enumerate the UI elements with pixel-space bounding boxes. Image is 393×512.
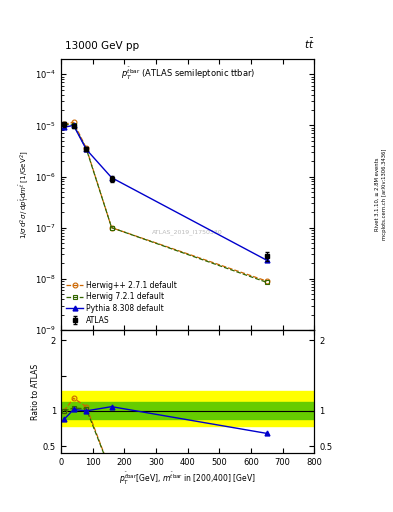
Text: $p_T^{\bar{t}\mathrm{bar}}$ (ATLAS semileptonic ttbar): $p_T^{\bar{t}\mathrm{bar}}$ (ATLAS semil…	[121, 66, 255, 82]
Pythia 8.308 default	[84, 146, 89, 153]
Bar	[61, 402, 314, 419]
Text: $t\bar{t}$: $t\bar{t}$	[304, 37, 314, 51]
Line: Pythia 8.308 default: Pythia 8.308 default	[62, 123, 269, 263]
Herwig 7.2.1 default	[71, 122, 76, 128]
Pythia 8.308 default	[109, 175, 114, 181]
Y-axis label: $1/\sigma\,\mathrm{d}^2\sigma\,/\,\mathrm{d}p_T^{\bar{t}}\mathrm{d}m^{\bar{t}}\;: $1/\sigma\,\mathrm{d}^2\sigma\,/\,\mathr…	[18, 150, 32, 239]
Legend: Herwig++ 2.7.1 default, Herwig 7.2.1 default, Pythia 8.308 default, ATLAS: Herwig++ 2.7.1 default, Herwig 7.2.1 def…	[65, 279, 178, 326]
Herwig++ 2.7.1 default	[62, 121, 66, 127]
Herwig++ 2.7.1 default	[71, 119, 76, 125]
Y-axis label: Ratio to ATLAS: Ratio to ATLAS	[31, 364, 40, 419]
Herwig++ 2.7.1 default	[84, 145, 89, 151]
Herwig 7.2.1 default	[264, 280, 269, 286]
Bar	[61, 391, 314, 426]
Pythia 8.308 default	[264, 257, 269, 263]
Line: Herwig++ 2.7.1 default: Herwig++ 2.7.1 default	[62, 120, 269, 284]
Pythia 8.308 default	[62, 124, 66, 131]
Text: 13000 GeV pp: 13000 GeV pp	[65, 41, 139, 51]
Line: Herwig 7.2.1 default: Herwig 7.2.1 default	[62, 122, 269, 285]
Herwig 7.2.1 default	[109, 225, 114, 231]
X-axis label: $p_T^{\bar{t}\mathrm{bar}}$[GeV], $m^{\bar{t}\mathrm{bar}}$ in [200,400] [GeV]: $p_T^{\bar{t}\mathrm{bar}}$[GeV], $m^{\b…	[119, 471, 256, 487]
Text: ATLAS_2019_I1750330: ATLAS_2019_I1750330	[152, 229, 223, 235]
Herwig++ 2.7.1 default	[109, 225, 114, 231]
Herwig 7.2.1 default	[84, 145, 89, 152]
Herwig 7.2.1 default	[62, 121, 66, 127]
Herwig++ 2.7.1 default	[264, 278, 269, 284]
Pythia 8.308 default	[71, 122, 76, 129]
Text: Rivet 3.1.10, ≥ 2.8M events: Rivet 3.1.10, ≥ 2.8M events	[375, 158, 380, 231]
Text: mcplots.cern.ch [arXiv:1306.3436]: mcplots.cern.ch [arXiv:1306.3436]	[382, 149, 387, 240]
